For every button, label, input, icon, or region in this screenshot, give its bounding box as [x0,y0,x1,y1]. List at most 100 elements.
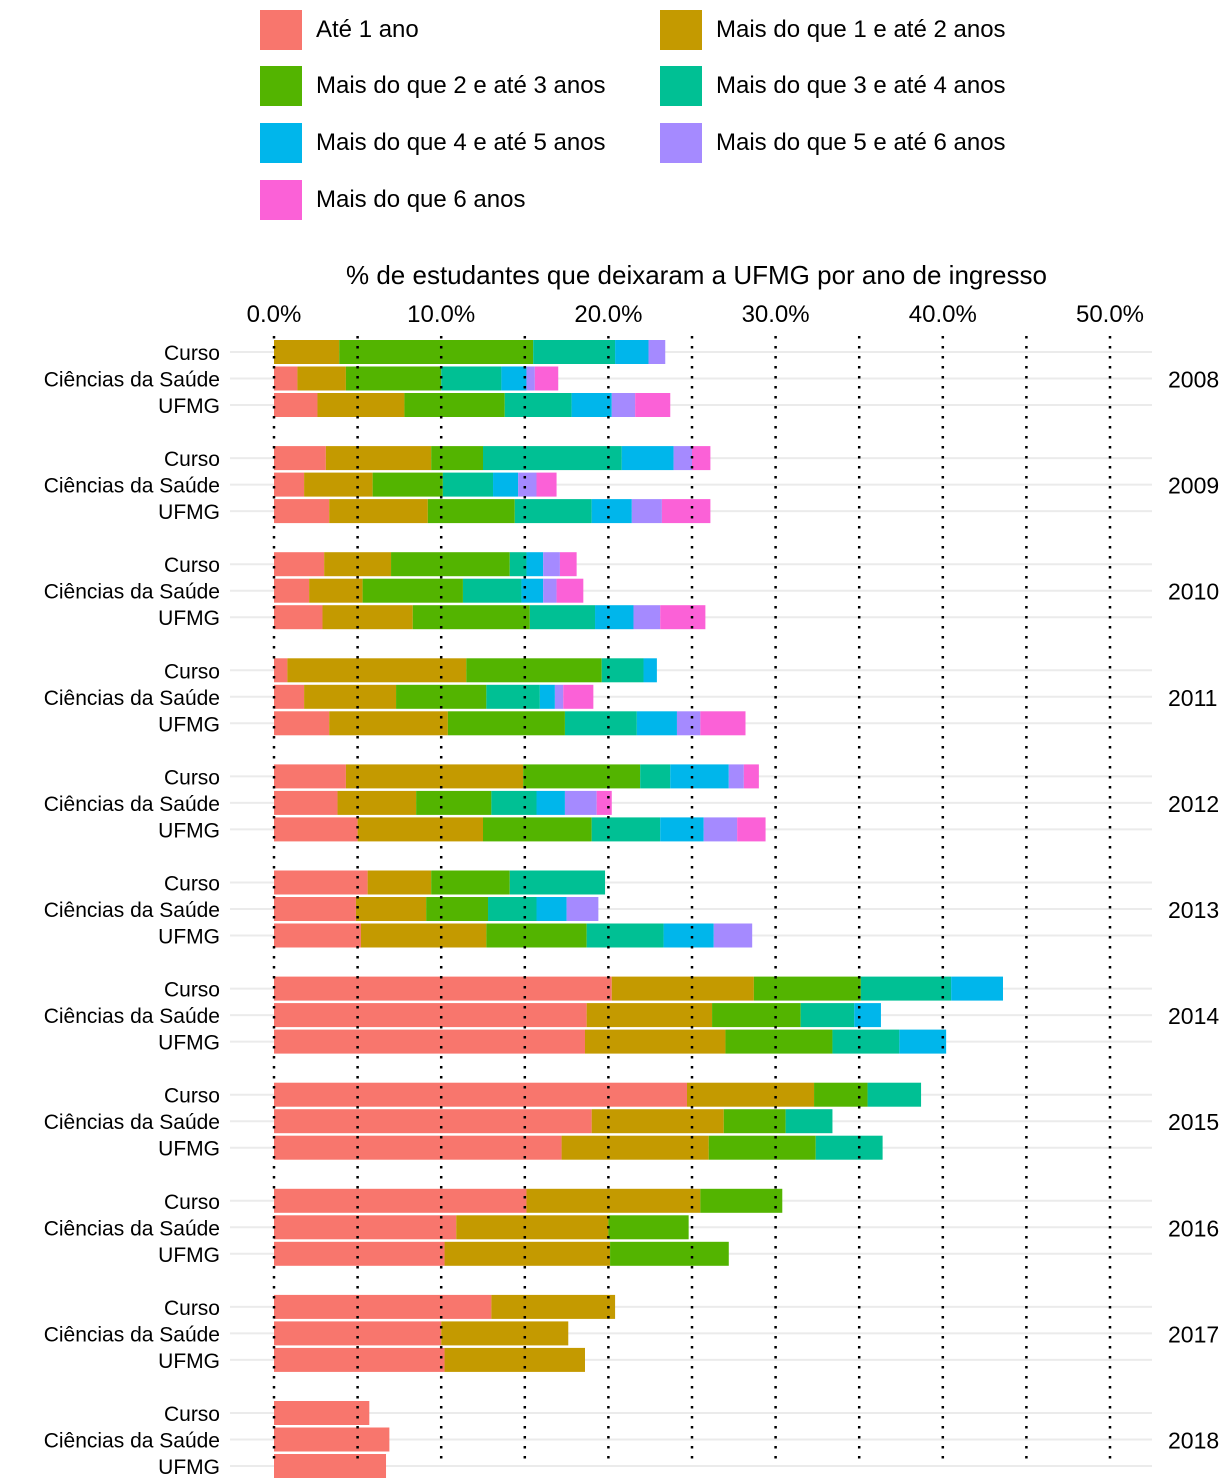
bar-segment [591,499,632,524]
bar-segment [559,552,577,577]
bar-segment [274,1029,585,1054]
legend: Até 1 ano Mais do que 1 e até 2 anos Mais … [0,0,1226,230]
row-label: Curso [164,1191,220,1214]
bar-segment [673,446,692,471]
bar-segment [595,605,634,630]
bar-segment [491,1294,616,1319]
year-label: 2014 [1168,1003,1219,1029]
bar-segment [274,1003,587,1028]
bar-segment [274,923,361,948]
bar-segment [274,684,305,709]
bar-segment [648,340,666,364]
bar-segment [611,976,754,1001]
row-label: Ciências da Saúde [44,1430,220,1453]
year-label: 2018 [1168,1428,1219,1454]
bar-segment [661,499,711,524]
bar-segment [441,366,502,391]
bar-segment [274,1135,562,1160]
bar-segment [676,711,701,736]
bar-segment [441,1321,569,1346]
row-label: Ciências da Saúde [44,899,220,922]
bar-segment [526,552,544,577]
bar-segment [536,790,565,815]
bar-segment [509,870,606,895]
bar-segment [539,684,555,709]
bar-segment [867,1082,922,1107]
bar-segment [404,393,505,417]
bar-segment [431,870,510,895]
bar-segment [274,393,318,417]
bar-segment [297,366,346,391]
bar-segment [951,976,1003,1001]
bar-segment [523,764,641,789]
bar-segment [571,393,612,417]
bar-segment [324,552,392,577]
bar-segment [416,790,492,815]
year-label: 2008 [1168,367,1219,393]
bar-segment [427,499,515,524]
bar-segment [274,1347,445,1372]
bar-segment [274,1294,492,1319]
bar-segment [367,870,432,895]
legend-swatch [660,10,702,50]
bar-segment [274,817,358,842]
bar-segment [670,764,729,789]
row-label: Ciências da Saúde [44,1217,220,1240]
bar-segment [466,658,602,683]
row-label: Ciências da Saúde [44,369,220,392]
bar-segment [640,764,671,789]
row-label: UFMG [158,819,220,842]
legend-item: Mais do que 1 e até 2 anos [660,10,1006,50]
legend-label: Mais do que 3 e até 4 anos [716,72,1006,99]
bar-segment [561,1135,709,1160]
bar-segment [743,764,759,789]
bar-segment [337,790,417,815]
row-label: UFMG [158,713,220,736]
bar-segment [486,923,587,948]
bar-segment [274,340,340,364]
legend-swatch [660,123,702,163]
bar-segment [274,1082,687,1107]
bar-segment [304,472,373,497]
legend-item: Mais do que 6 anos [260,180,525,220]
bar-segment [526,1188,701,1213]
bar-segment [447,711,565,736]
year-label: 2010 [1168,579,1219,605]
bar-segment [493,472,519,497]
bar-segment [322,605,413,630]
bar-segment [462,578,522,603]
bar-segment [543,552,560,577]
bar-segment [526,366,535,391]
row-label: UFMG [158,926,220,949]
bar-segment [586,923,664,948]
bar-segment [274,552,325,577]
bar-segment [536,472,557,497]
bar-segment [633,605,661,630]
bar-segment [274,1401,370,1425]
bar-segment [536,897,567,921]
bar-segment [426,897,489,921]
bar-segment [442,472,494,497]
bar-segment [737,817,766,842]
bar-segment [501,366,527,391]
bar-segment [274,1427,390,1452]
bar-segment [483,446,622,471]
row-label: Curso [164,554,220,577]
legend-swatch [260,66,302,106]
year-label: 2012 [1168,791,1219,817]
year-label: 2009 [1168,473,1219,499]
x-tick-label: 20.0% [574,301,642,328]
bar-segment [514,499,592,524]
row-label: Ciências da Saúde [44,1323,220,1346]
legend-swatch [260,123,302,163]
bar-segment [357,817,483,842]
bar-segment [663,923,714,948]
bar-segment [274,1215,457,1240]
bar-segment [274,711,330,736]
bar-segment [635,393,671,417]
year-label: 2015 [1168,1109,1219,1135]
bar-segment [554,684,564,709]
bar-segment [287,658,467,683]
bar-segment [372,472,443,497]
bar-segment [708,1135,816,1160]
